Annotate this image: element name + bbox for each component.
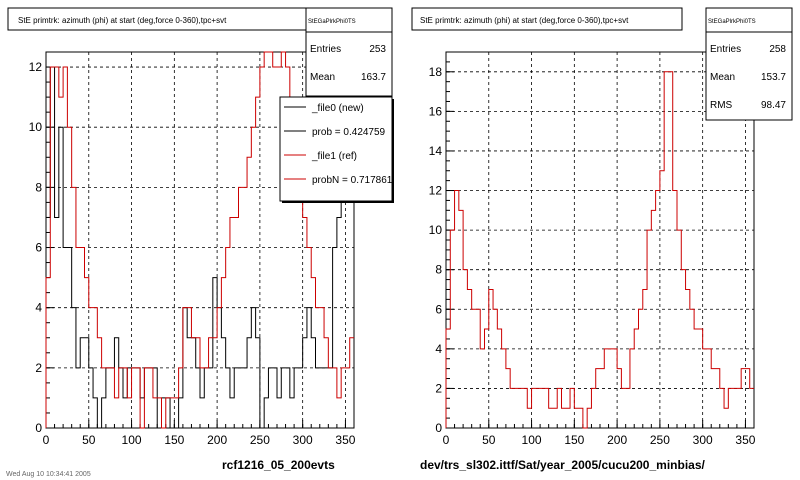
right-stats-box: StEGaPlrkPhi0TS Entries 258 Mean 153.7 RMS 98.… bbox=[705, 7, 793, 121]
footer-timestamp: Wed Aug 10 10:34:41 2005 bbox=[6, 471, 91, 478]
x-tick-label: 150 bbox=[564, 433, 584, 447]
y-tick-label: 8 bbox=[35, 180, 42, 194]
series-line-0 bbox=[445, 71, 754, 429]
y-tick-label: 4 bbox=[435, 342, 442, 356]
y-tick-label: 0 bbox=[435, 421, 442, 435]
stats-label: Entries bbox=[310, 44, 341, 55]
stats-value: 98.47 bbox=[761, 100, 786, 111]
left-histogram-panel: StE primtrk: azimuth (phi) at start (deg… bbox=[6, 7, 394, 478]
x-tick-label: 200 bbox=[207, 433, 227, 447]
x-tick-label: 200 bbox=[607, 433, 627, 447]
x-tick-label: 100 bbox=[122, 433, 142, 447]
y-tick-label: 2 bbox=[35, 361, 42, 375]
stats-value: 253 bbox=[369, 44, 386, 55]
y-tick-label: 6 bbox=[435, 302, 442, 316]
y-tick-label: 16 bbox=[429, 104, 443, 118]
stats-value: 258 bbox=[769, 44, 786, 55]
y-tick-label: 8 bbox=[435, 263, 442, 277]
legend-label: _file1 (ref) bbox=[311, 151, 357, 162]
right-series bbox=[445, 71, 754, 429]
left-legend: _file0 (new) prob = 0.424759 _file1 (ref) p… bbox=[279, 96, 394, 203]
left-series bbox=[45, 51, 354, 429]
stats-header: StEGaPlrkPhi0TS bbox=[708, 19, 756, 25]
x-tick-label: 300 bbox=[693, 433, 713, 447]
x-tick-label: 300 bbox=[293, 433, 313, 447]
stats-box-frame bbox=[705, 7, 793, 121]
legend-label: probN = 0.717861 bbox=[312, 175, 393, 186]
y-tick-label: 4 bbox=[35, 301, 42, 315]
stats-label: Mean bbox=[710, 72, 735, 83]
y-tick-label: 18 bbox=[429, 65, 443, 79]
x-tick-label: 50 bbox=[82, 433, 96, 447]
y-tick-label: 2 bbox=[435, 381, 442, 395]
y-tick-label: 0 bbox=[35, 421, 42, 435]
x-tick-label: 0 bbox=[43, 433, 50, 447]
x-tick-label: 100 bbox=[522, 433, 542, 447]
right-axes: 0 50 100 150 200 250 300 350 0 2 4 6 8 10 12 14 16 18 bbox=[429, 51, 756, 447]
stats-label: RMS bbox=[710, 100, 733, 111]
stats-label: Entries bbox=[710, 44, 741, 55]
right-title: StE primtrk: azimuth (phi) at start (deg… bbox=[420, 16, 629, 25]
legend-label: prob = 0.424759 bbox=[312, 127, 386, 138]
stats-box-frame bbox=[305, 7, 393, 97]
left-caption: rcf1216_05_200evts bbox=[222, 458, 335, 472]
right-caption: dev/trs_sl302.ittf/Sat/year_2005/cucu200… bbox=[420, 458, 705, 472]
right-histogram-panel: StE primtrk: azimuth (phi) at start (deg… bbox=[411, 7, 793, 472]
x-tick-label: 350 bbox=[735, 433, 755, 447]
stats-header: StEGaPlrkPhi0TS bbox=[308, 19, 356, 25]
legend-frame bbox=[279, 96, 393, 202]
stats-label: Mean bbox=[310, 72, 335, 83]
x-tick-label: 250 bbox=[250, 433, 270, 447]
y-tick-label: 12 bbox=[29, 60, 43, 74]
stats-value: 163.7 bbox=[361, 72, 386, 83]
left-axes: 0 50 100 150 200 250 300 350 0 2 4 6 8 10 12 bbox=[29, 51, 356, 447]
right-title-box bbox=[411, 7, 683, 31]
y-tick-label: 10 bbox=[29, 120, 43, 134]
left-title: StE primtrk: azimuth (phi) at start (deg… bbox=[18, 16, 227, 25]
stats-value: 153.7 bbox=[761, 72, 786, 83]
series-line-1 bbox=[45, 51, 354, 429]
y-tick-label: 14 bbox=[429, 144, 443, 158]
left-stats-box: StEGaPlrkPhi0TS Entries 253 Mean 163.7 bbox=[305, 7, 393, 97]
y-tick-label: 12 bbox=[429, 184, 443, 198]
y-tick-label: 10 bbox=[429, 223, 443, 237]
x-tick-label: 250 bbox=[650, 433, 670, 447]
x-tick-label: 50 bbox=[482, 433, 496, 447]
legend-label: _file0 (new) bbox=[311, 103, 364, 114]
x-tick-label: 350 bbox=[335, 433, 355, 447]
y-tick-label: 6 bbox=[35, 241, 42, 255]
x-tick-label: 150 bbox=[164, 433, 184, 447]
x-tick-label: 0 bbox=[443, 433, 450, 447]
